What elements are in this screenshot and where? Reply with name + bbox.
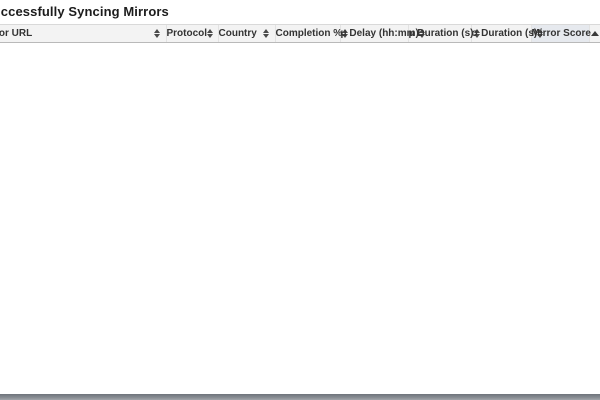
- column-label: Country: [218, 28, 257, 39]
- sort-icon: [418, 29, 425, 38]
- column-label: σ Duration (s): [471, 28, 538, 39]
- column-header-url[interactable]: Mirror URL: [0, 24, 166, 43]
- bottom-section-divider: [0, 394, 600, 400]
- column-label: Protocol: [166, 28, 208, 39]
- sort-icon: [262, 29, 269, 38]
- sort-icon: [207, 29, 214, 38]
- column-header-protocol[interactable]: Protocol: [165, 24, 218, 43]
- column-header-score[interactable]: Mirror Score: [530, 24, 599, 43]
- column-header-mu_duration[interactable]: μ Duration (s): [407, 24, 480, 43]
- sort-icon: [537, 29, 544, 38]
- sort-icon: [473, 29, 480, 38]
- page-title: Successfully Syncing Mirrors: [0, 4, 169, 19]
- column-label: Mirror URL: [0, 28, 33, 39]
- column-header-completion[interactable]: Completion %: [274, 24, 349, 43]
- column-header-delay[interactable]: μ Delay (hh:mm): [339, 24, 425, 43]
- column-header-country[interactable]: Country: [217, 24, 275, 43]
- sort-icon: [153, 29, 160, 38]
- column-header-sigma_duration[interactable]: σ Duration (s): [470, 24, 544, 43]
- column-label: μ Delay (hh:mm): [340, 28, 419, 39]
- column-label: μ Duration (s): [408, 28, 474, 39]
- sort-icon: [342, 29, 349, 38]
- column-label: Mirror Score: [531, 28, 591, 39]
- column-label: Completion %: [275, 28, 343, 39]
- sort-ascending-icon: [590, 31, 599, 36]
- page-content: Successfully Syncing Mirrors Mirror URL P…: [0, 0, 600, 43]
